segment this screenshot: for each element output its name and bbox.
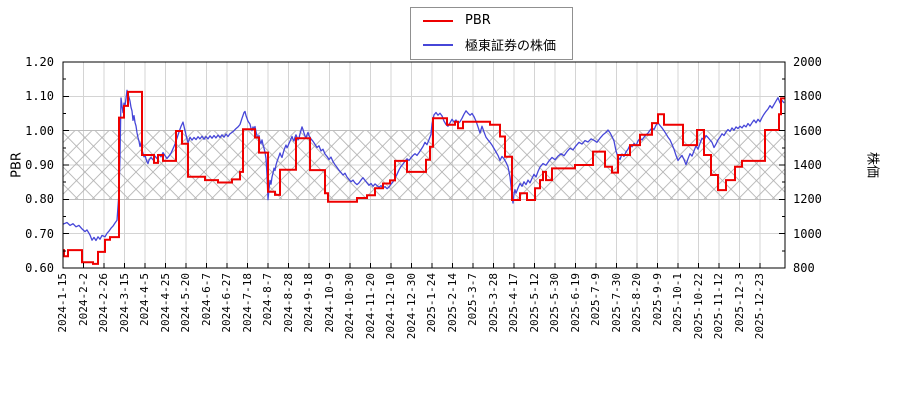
x-axis-tick-label: 2025-10-1: [671, 273, 684, 333]
x-axis-tick-label: 2024-8-28: [282, 273, 295, 333]
x-axis-tick-label: 2025-5-30: [548, 273, 561, 333]
x-axis-tick-label: 2025-8-20: [630, 273, 643, 333]
x-axis-tick-label: 2024-3-15: [118, 273, 131, 333]
x-axis-tick-label: 2024-7-18: [241, 273, 254, 333]
stock-price-line-swatch: [423, 43, 453, 46]
x-axis-tick-label: 2024-12-10: [384, 273, 397, 340]
right-axis-tick-label: 1000: [793, 227, 822, 241]
legend-item-pbr: PBR: [423, 13, 556, 28]
left-axis-tick-label: 1.10: [25, 89, 54, 103]
left-axis-tick-label: 1.00: [25, 124, 54, 138]
x-axis-tick-label: 2025-3-7: [466, 273, 479, 326]
x-axis-tick-label: 2025-1-24: [425, 273, 438, 333]
right-axis-title: 株価: [864, 151, 880, 179]
right-axis-tick-label: 1600: [793, 124, 822, 138]
x-axis-tick-label: 2024-2-26: [97, 273, 110, 333]
legend-item-stock-price: 極東証券の株価: [423, 35, 556, 54]
x-axis-tick-label: 2024-9-18: [302, 273, 315, 333]
x-axis-tick-label: 2024-6-27: [220, 273, 233, 333]
x-axis-tick-label: 2025-7-9: [589, 273, 602, 326]
pbr-line-swatch: [423, 19, 453, 22]
left-axis-tick-label: 0.70: [25, 227, 54, 241]
x-axis-tick-label: 2024-8-7: [261, 273, 274, 326]
right-axis-tick-label: 1200: [793, 192, 822, 206]
x-axis-tick-label: 2024-2-2: [77, 273, 90, 326]
x-axis-tick-label: 2025-3-28: [487, 273, 500, 333]
legend-label-pbr: PBR: [465, 13, 491, 28]
x-axis-tick-label: 2025-2-14: [446, 273, 459, 333]
right-axis-tick-label: 1800: [793, 89, 822, 103]
x-axis-tick-label: 2024-11-20: [364, 273, 377, 340]
x-axis-tick-label: 2024-4-25: [159, 273, 172, 333]
x-axis-tick-label: 2024-1-15: [56, 273, 69, 333]
right-axis-tick-label: 800: [793, 261, 815, 275]
x-axis-tick-label: 2024-4-5: [138, 273, 151, 326]
x-axis-tick-label: 2024-12-30: [405, 273, 418, 340]
x-axis-tick-label: 2025-11-12: [712, 273, 725, 340]
x-axis-tick-label: 2024-6-7: [200, 273, 213, 326]
right-axis-tick-label: 1400: [793, 158, 822, 172]
x-axis-tick-label: 2024-5-20: [179, 273, 192, 333]
x-axis-tick-label: 2025-7-30: [610, 273, 623, 333]
x-axis-tick-label: 2025-10-22: [692, 273, 705, 340]
chart-legend: PBR 極東証券の株価: [410, 7, 574, 60]
left-axis-tick-label: 0.60: [25, 261, 54, 275]
x-axis-tick-label: 2025-6-19: [569, 273, 582, 333]
x-axis-tick-label: 2025-12-23: [753, 273, 766, 340]
left-axis-tick-label: 1.20: [25, 55, 54, 69]
left-axis-tick-label: 0.80: [25, 192, 54, 206]
x-axis-tick-label: 2025-9-9: [651, 273, 664, 326]
x-axis-tick-label: 2025-5-12: [528, 273, 541, 333]
x-axis-tick-label: 2024-10-9: [323, 273, 336, 333]
right-axis-tick-label: 2000: [793, 55, 822, 69]
x-axis-tick-label: 2025-4-17: [507, 273, 520, 333]
x-axis-tick-label: 2024-10-30: [343, 273, 356, 340]
left-axis-tick-label: 0.90: [25, 158, 54, 172]
x-axis-tick-label: 2025-12-3: [733, 273, 746, 333]
legend-label-stock-price: 極東証券の株価: [465, 39, 557, 54]
